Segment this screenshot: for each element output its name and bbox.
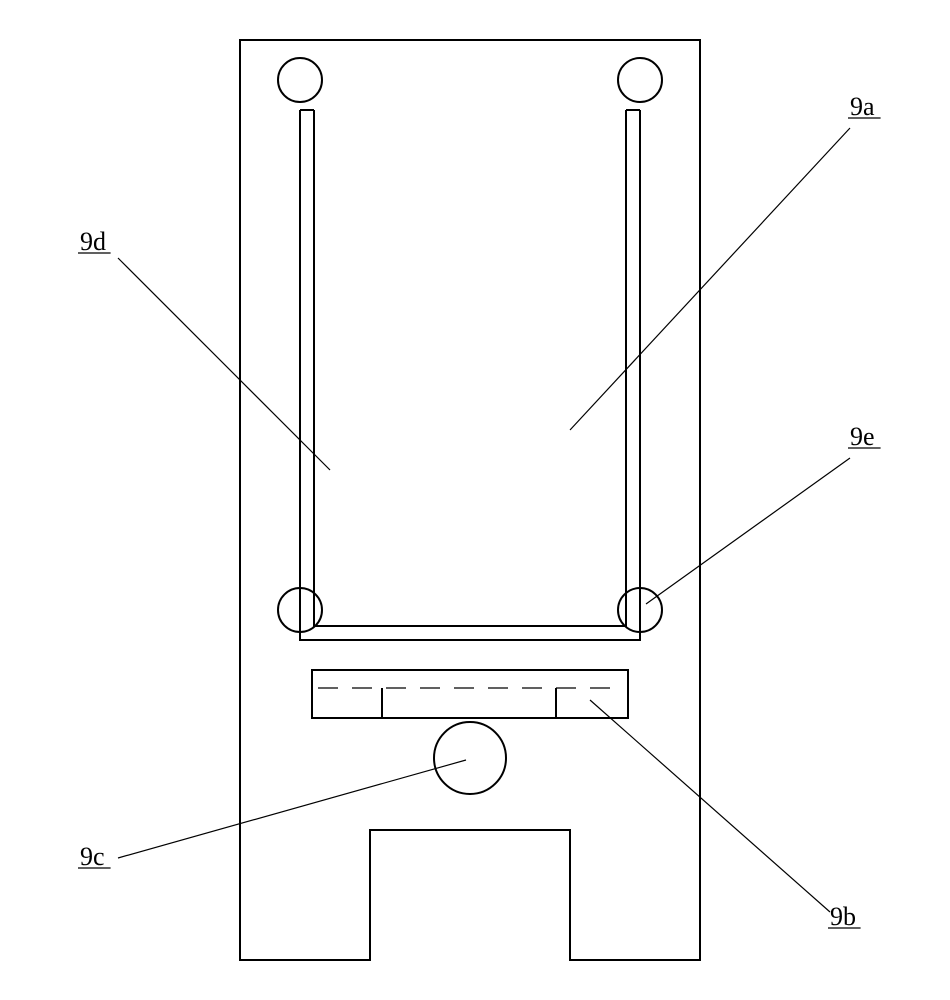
label-9e: 9e — [850, 422, 875, 451]
label-9b: 9b — [830, 902, 856, 931]
cross-slot-outline — [312, 670, 628, 718]
u-slot-outer — [300, 110, 640, 640]
top-hole-left — [278, 58, 322, 102]
leader-9c — [118, 760, 466, 858]
leader-9a — [570, 128, 850, 430]
leader-9b — [590, 700, 830, 912]
top-hole-right — [618, 58, 662, 102]
u-slot-inner — [314, 110, 626, 626]
label-9d: 9d — [80, 227, 106, 256]
bottom-hole — [434, 722, 506, 794]
body-outline — [240, 40, 700, 960]
leader-9d — [118, 258, 330, 470]
label-9c: 9c — [80, 842, 105, 871]
leader-9e — [646, 458, 850, 604]
label-9a: 9a — [850, 92, 875, 121]
